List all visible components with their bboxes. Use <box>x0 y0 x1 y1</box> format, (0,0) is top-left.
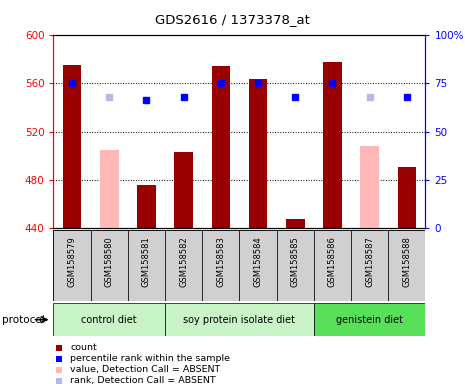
Bar <box>249 79 267 228</box>
Text: GSM158579: GSM158579 <box>67 236 77 287</box>
Bar <box>286 219 305 228</box>
Bar <box>100 150 119 228</box>
Text: GSM158588: GSM158588 <box>402 236 412 287</box>
Text: GSM158582: GSM158582 <box>179 236 188 287</box>
Text: control diet: control diet <box>81 314 137 325</box>
Text: GSM158580: GSM158580 <box>105 236 114 287</box>
FancyBboxPatch shape <box>165 230 202 301</box>
FancyBboxPatch shape <box>53 230 91 301</box>
FancyBboxPatch shape <box>128 230 165 301</box>
FancyBboxPatch shape <box>239 230 277 301</box>
Text: GDS2616 / 1373378_at: GDS2616 / 1373378_at <box>155 13 310 26</box>
FancyBboxPatch shape <box>277 230 314 301</box>
Bar <box>137 185 156 228</box>
Text: GSM158584: GSM158584 <box>253 236 263 287</box>
FancyBboxPatch shape <box>314 303 425 336</box>
Text: soy protein isolate diet: soy protein isolate diet <box>184 314 295 325</box>
FancyBboxPatch shape <box>91 230 128 301</box>
FancyBboxPatch shape <box>53 303 165 336</box>
Text: GSM158585: GSM158585 <box>291 236 300 287</box>
FancyBboxPatch shape <box>202 230 239 301</box>
Text: count: count <box>70 343 97 352</box>
Text: rank, Detection Call = ABSENT: rank, Detection Call = ABSENT <box>70 376 216 384</box>
Text: protocol: protocol <box>2 314 45 325</box>
Bar <box>323 63 342 228</box>
Bar <box>398 167 416 228</box>
Bar <box>174 152 193 228</box>
Text: GSM158581: GSM158581 <box>142 236 151 287</box>
FancyBboxPatch shape <box>388 230 425 301</box>
Text: GSM158587: GSM158587 <box>365 236 374 287</box>
Text: GSM158583: GSM158583 <box>216 236 226 287</box>
FancyBboxPatch shape <box>165 303 314 336</box>
Bar <box>212 66 230 228</box>
Text: genistein diet: genistein diet <box>336 314 403 325</box>
Text: percentile rank within the sample: percentile rank within the sample <box>70 354 230 363</box>
FancyBboxPatch shape <box>314 230 351 301</box>
Text: GSM158586: GSM158586 <box>328 236 337 287</box>
Text: value, Detection Call = ABSENT: value, Detection Call = ABSENT <box>70 365 220 374</box>
FancyBboxPatch shape <box>351 230 388 301</box>
Bar <box>360 146 379 228</box>
Bar <box>63 65 81 228</box>
